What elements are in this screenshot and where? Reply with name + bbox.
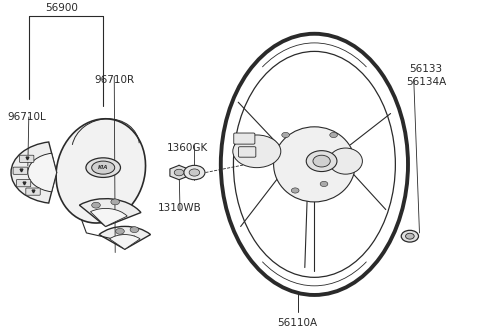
Ellipse shape <box>274 127 355 202</box>
Circle shape <box>320 182 328 186</box>
Text: KIA: KIA <box>98 165 108 170</box>
Circle shape <box>406 233 414 239</box>
Ellipse shape <box>56 119 145 223</box>
Circle shape <box>401 230 419 242</box>
Polygon shape <box>170 165 188 180</box>
Circle shape <box>291 188 299 193</box>
Wedge shape <box>90 209 127 226</box>
FancyBboxPatch shape <box>239 147 256 157</box>
Circle shape <box>174 169 184 176</box>
Circle shape <box>330 132 337 138</box>
Circle shape <box>189 169 200 176</box>
Text: 1310WB: 1310WB <box>158 203 202 213</box>
Text: 1360GK: 1360GK <box>167 143 208 153</box>
Ellipse shape <box>86 158 120 178</box>
Text: 96710R: 96710R <box>94 75 134 84</box>
Circle shape <box>92 202 100 208</box>
Circle shape <box>116 228 124 234</box>
FancyBboxPatch shape <box>16 180 31 187</box>
Text: 96710L: 96710L <box>7 112 46 122</box>
Ellipse shape <box>92 161 115 174</box>
Wedge shape <box>28 153 57 192</box>
FancyBboxPatch shape <box>26 188 40 195</box>
FancyBboxPatch shape <box>234 133 255 144</box>
Circle shape <box>111 199 120 205</box>
Text: 56900: 56900 <box>45 3 78 13</box>
Wedge shape <box>99 226 151 249</box>
Text: 56133: 56133 <box>409 64 443 74</box>
Circle shape <box>313 155 330 167</box>
Circle shape <box>130 227 139 233</box>
Wedge shape <box>79 199 141 226</box>
Circle shape <box>306 151 337 172</box>
Wedge shape <box>109 235 140 249</box>
Text: 56110A: 56110A <box>277 318 318 328</box>
Circle shape <box>282 132 289 138</box>
Wedge shape <box>11 142 57 203</box>
FancyBboxPatch shape <box>13 167 27 174</box>
Ellipse shape <box>233 135 281 168</box>
Text: 56134A: 56134A <box>406 77 446 87</box>
Circle shape <box>184 165 205 180</box>
FancyBboxPatch shape <box>20 155 34 162</box>
Ellipse shape <box>329 148 362 174</box>
